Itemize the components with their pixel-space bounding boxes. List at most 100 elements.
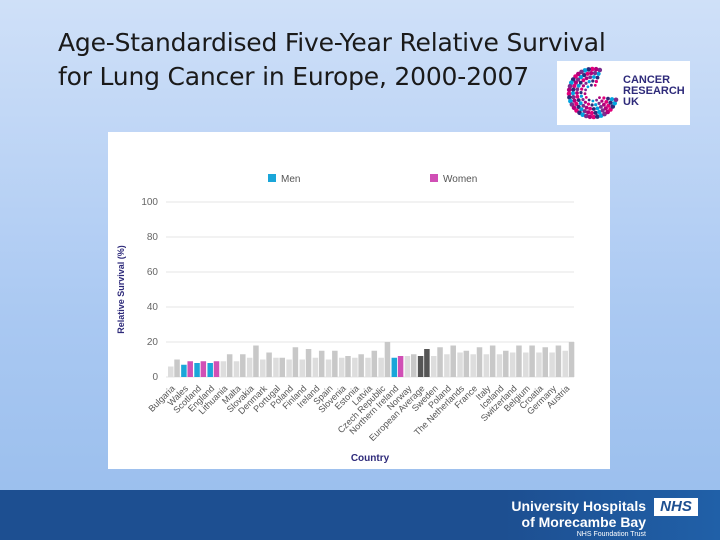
cruk-dot — [587, 80, 591, 84]
survival-bar-chart: 0 20 40 60 80 100 Relative Survival (%) Country… — [116, 174, 575, 464]
bar-women — [279, 357, 285, 377]
bar-men — [562, 350, 568, 377]
slide-title-line2: for Lung Cancer in Europe, 2000-2007 — [58, 62, 529, 91]
bar-men — [378, 357, 384, 377]
cruk-dot — [569, 80, 574, 85]
bar-women — [476, 347, 483, 377]
cruk-dot — [593, 66, 599, 72]
cruk-dot — [575, 91, 579, 95]
cruk-dot — [603, 106, 608, 111]
bar-men — [496, 354, 503, 377]
cruk-dot — [586, 85, 590, 89]
cruk-dot — [591, 99, 595, 103]
cruk-dot — [590, 103, 594, 107]
cruk-dot — [578, 75, 583, 80]
bar-men — [457, 352, 463, 377]
y-tick-label: 0 — [152, 372, 158, 383]
bar-women — [384, 342, 391, 377]
bar-men — [536, 352, 542, 377]
bar-men — [365, 357, 371, 377]
bar-women — [463, 350, 470, 377]
cruk-dot — [581, 98, 585, 102]
cruk-dot — [589, 71, 594, 76]
bar-men — [312, 357, 319, 377]
bar-women — [332, 350, 338, 377]
cruk-dot — [591, 107, 596, 111]
cruk-dot — [588, 75, 593, 80]
cruk-dot — [579, 91, 583, 95]
y-tick-label: 40 — [147, 302, 159, 313]
y-tick-label: 80 — [147, 232, 159, 243]
bar-women — [437, 347, 443, 377]
cruk-dot — [594, 103, 598, 107]
cruk-dot — [580, 87, 584, 91]
bar-men — [431, 356, 437, 377]
cruk-dot — [583, 92, 587, 96]
cruk-dot — [575, 87, 580, 92]
bar-women — [200, 361, 207, 377]
bar-women — [529, 345, 535, 377]
cruk-dot — [583, 113, 589, 119]
cruk-dot — [586, 102, 591, 106]
bar-women — [424, 349, 430, 377]
cruk-dot — [590, 66, 595, 72]
cruk-dot — [584, 81, 588, 85]
cruk-dot — [587, 114, 593, 120]
bar-men — [352, 357, 358, 377]
bar-men — [246, 357, 253, 377]
bar-men — [299, 359, 305, 377]
cruk-dot — [567, 83, 573, 89]
bar-women — [174, 359, 180, 377]
slide-title: Age-Standardised Five-Year Relative Surv… — [58, 26, 658, 94]
cruk-text-line3: UK — [623, 96, 639, 108]
cruk-dot — [571, 87, 576, 92]
cruk-dot — [571, 95, 576, 100]
footer-line2: of Morecambe Bay — [521, 514, 646, 530]
cruk-dot — [595, 114, 600, 119]
cruk-dot — [572, 83, 577, 89]
cruk-dot — [591, 79, 595, 83]
cruk-dot — [613, 97, 619, 103]
cruk-dot — [578, 80, 583, 85]
cruk-dot — [579, 94, 583, 98]
bar-women — [555, 345, 562, 377]
cruk-dot — [575, 94, 580, 99]
bar-men — [417, 356, 424, 377]
bar-women — [371, 350, 378, 377]
cruk-dot — [581, 103, 586, 108]
bar-women — [568, 342, 575, 377]
nhs-logo: NHS — [654, 498, 698, 516]
bar-women — [450, 345, 456, 377]
cruk-dot — [597, 67, 603, 73]
cruk-dot — [598, 96, 601, 99]
footer-line1: University Hospitals — [511, 498, 646, 514]
bar-women — [187, 361, 193, 377]
bar-women — [213, 361, 220, 377]
cruk-dot — [595, 98, 598, 102]
y-axis-label: Relative Survival (%) — [116, 245, 126, 334]
cruk-dot — [606, 96, 610, 101]
cruk-dot — [602, 96, 606, 100]
bar-men — [168, 366, 174, 377]
bar-men — [549, 352, 555, 377]
cruk-dot — [581, 84, 585, 88]
cruk-dot — [602, 102, 606, 107]
cruk-dot — [594, 79, 598, 84]
bar-men — [444, 354, 450, 377]
bar-women — [266, 352, 272, 377]
cruk-dot — [604, 100, 609, 104]
cruk-dot — [597, 101, 601, 105]
cruk-dot — [595, 106, 600, 111]
bar-women — [542, 347, 548, 377]
cruk-dot — [590, 83, 593, 87]
bar-women — [503, 350, 509, 377]
cruk-dot — [584, 88, 587, 92]
legend-swatch-men — [268, 174, 276, 182]
y-tick-label: 60 — [147, 267, 159, 278]
cruk-dot — [573, 80, 578, 85]
cruk-dot — [609, 97, 615, 102]
y-tick-label: 20 — [147, 337, 159, 348]
cancer-research-uk-logo: CANCER RESEARCH UK — [557, 61, 690, 125]
bar-women — [397, 356, 404, 377]
bar-women — [305, 349, 312, 377]
